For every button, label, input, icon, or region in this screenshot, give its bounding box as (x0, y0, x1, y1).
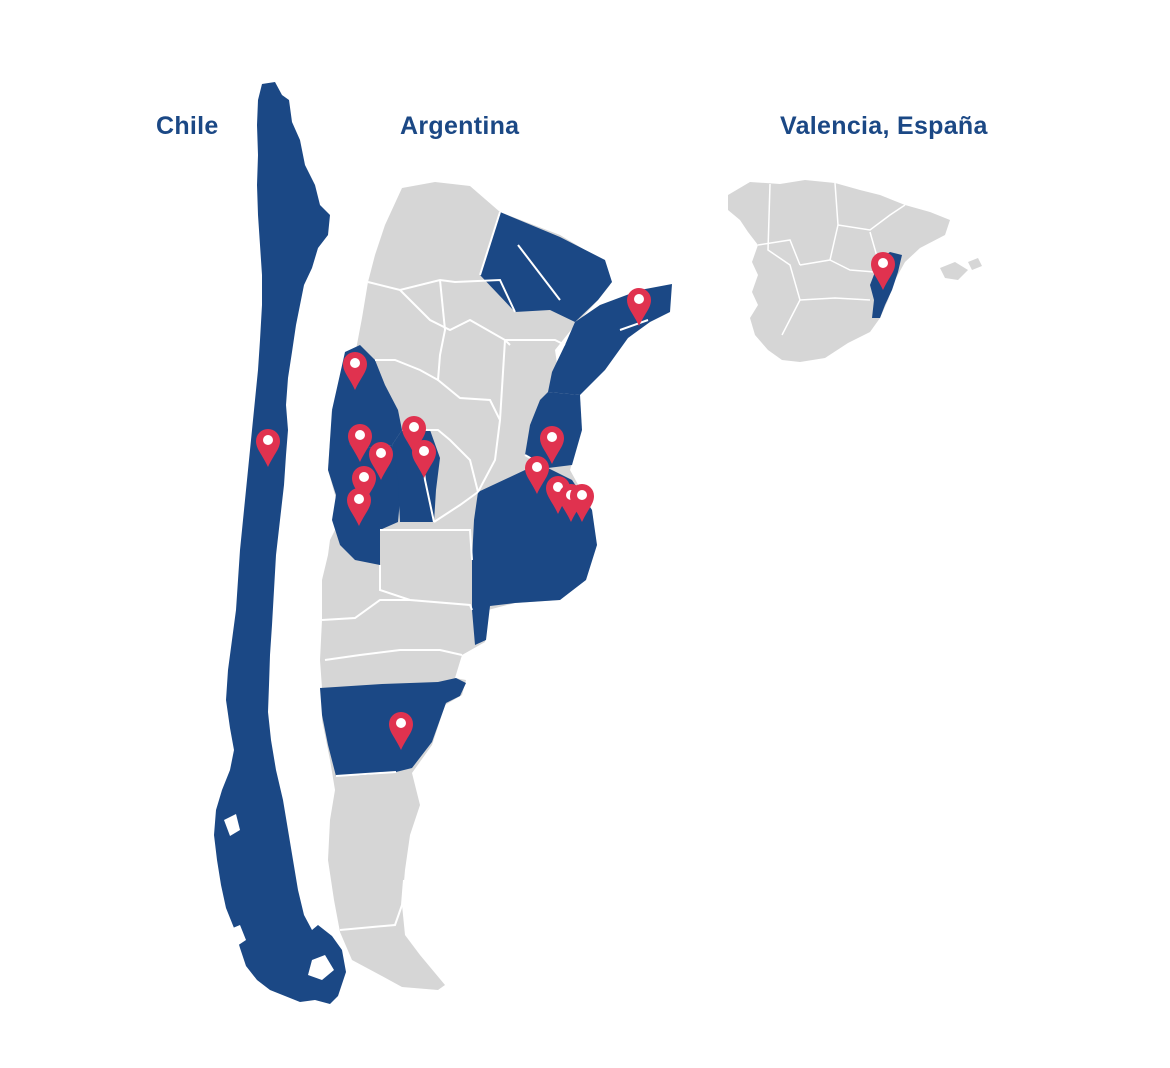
chile-coast-cut-3 (224, 814, 240, 836)
chile-territory (214, 82, 346, 1004)
province-buenos-aires (472, 468, 597, 645)
title-spain: Valencia, España (780, 112, 988, 140)
title-argentina: Argentina (400, 112, 520, 140)
argentina-map (320, 182, 672, 990)
spain-base (728, 180, 950, 362)
spain-balearic-1 (940, 262, 968, 280)
argentina-base (320, 182, 610, 990)
argentina-province-borders (321, 211, 649, 931)
chile-coast-cut-1 (228, 925, 246, 948)
title-chile: Chile (156, 112, 219, 140)
province-misiones (480, 212, 612, 322)
chile-map (214, 82, 346, 1004)
chile-coast-cut-2 (308, 955, 334, 980)
spain-balearic-2 (968, 258, 982, 270)
spain-map (728, 180, 982, 362)
